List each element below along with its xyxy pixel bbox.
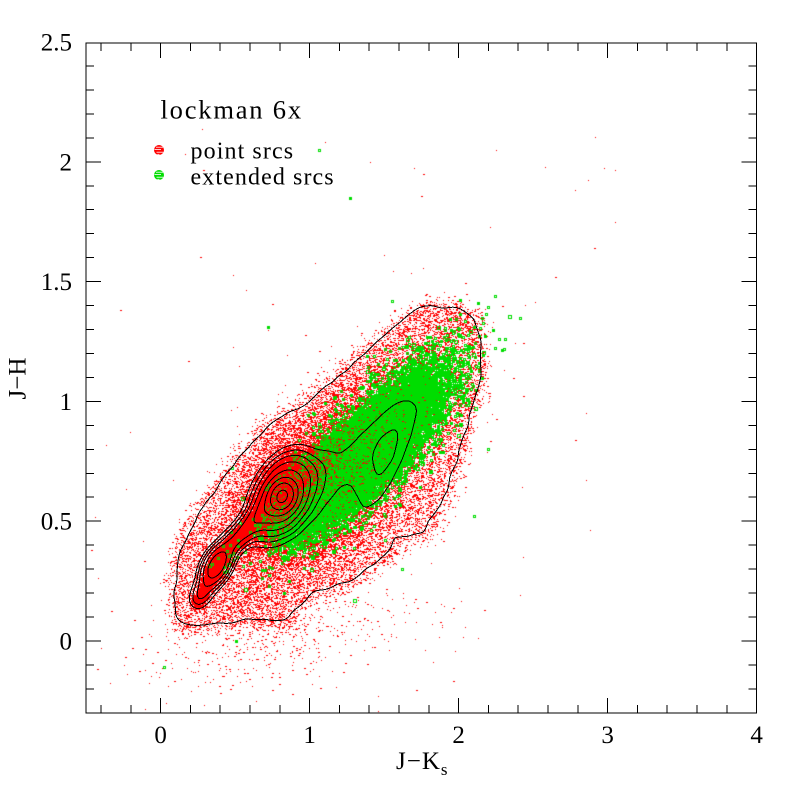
svg-text:2: 2 [60,149,73,176]
svg-text:0.5: 0.5 [41,509,72,536]
svg-text:extended srcs: extended srcs [191,165,335,191]
svg-text:lockman 6x: lockman 6x [161,95,303,125]
svg-text:1: 1 [303,722,316,749]
svg-text:J−Ks: J−Ks [396,748,448,779]
svg-text:4: 4 [750,722,763,749]
svg-text:0: 0 [154,722,167,749]
svg-text:2.5: 2.5 [41,30,72,57]
svg-text:3: 3 [601,722,614,749]
svg-text:point srcs: point srcs [191,139,295,165]
svg-text:1.5: 1.5 [41,269,72,296]
svg-text:0: 0 [60,629,73,656]
svg-text:J−H: J−H [5,358,32,400]
svg-text:2: 2 [452,722,465,749]
svg-text:1: 1 [60,389,73,416]
